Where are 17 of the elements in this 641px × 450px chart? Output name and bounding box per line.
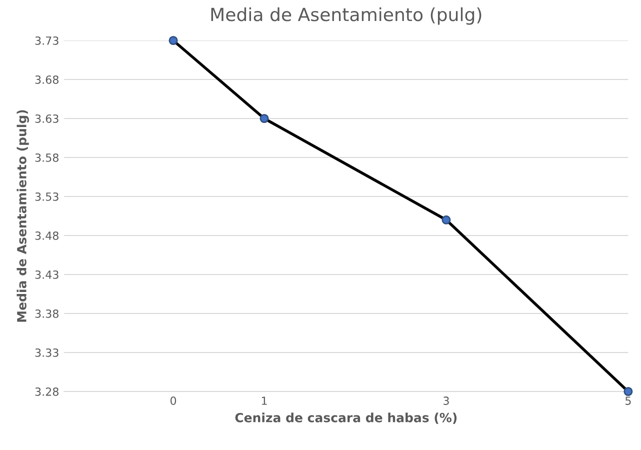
y-tick-label: 3.53 [35, 192, 58, 201]
chart-title: Media de Asentamiento (pulg) [211, 7, 482, 25]
y-tick-label: 3.43 [35, 270, 58, 279]
y-tick-label: 3.58 [35, 153, 58, 162]
y-tick-label: 3.38 [35, 309, 58, 318]
y-tick-label: 3.63 [35, 114, 58, 123]
x-tick-label: 0 [170, 396, 176, 405]
y-axis-title: Media de Asentamiento (pulg) [16, 110, 29, 322]
x-tick-label: 5 [626, 396, 631, 405]
y-tick-label: 3.68 [35, 75, 58, 84]
x-tick-label: 1 [262, 396, 267, 405]
x-tick-label: 3 [444, 396, 449, 405]
y-tick-label: 3.48 [35, 231, 58, 240]
x-axis-title: Ceniza de cascara de habas (%) [235, 412, 457, 424]
y-tick-label: 3.33 [35, 348, 58, 357]
y-tick-label: 3.28 [35, 387, 58, 396]
y-tick-label: 3.73 [35, 36, 58, 45]
